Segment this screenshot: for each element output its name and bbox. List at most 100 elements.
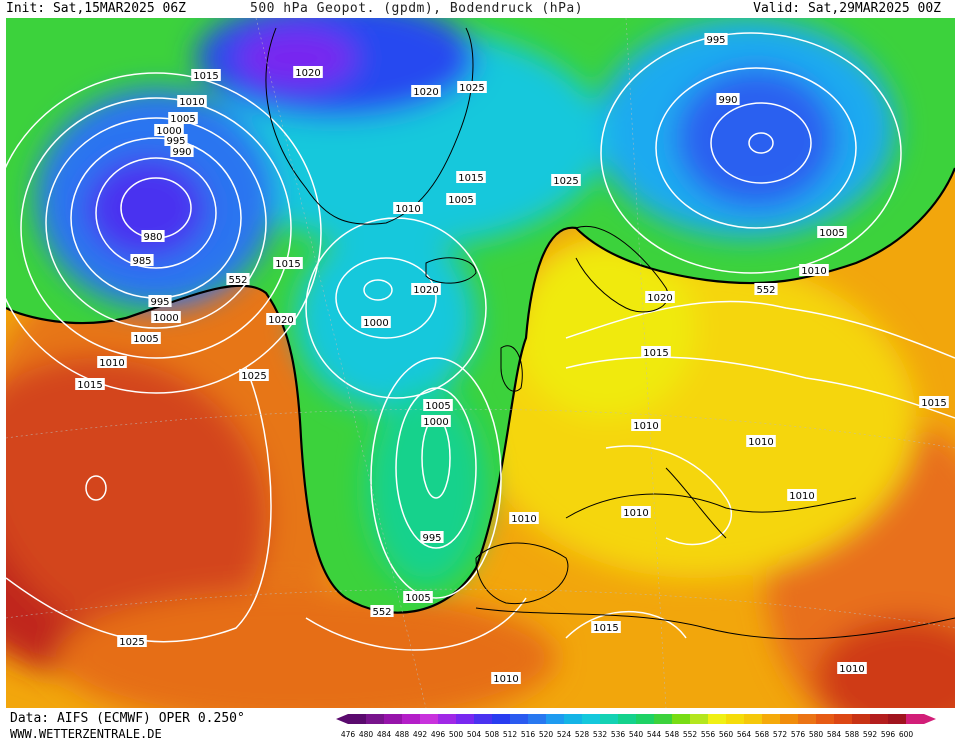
coast-italy: [665, 467, 727, 539]
isobar-label-text: 1020: [413, 87, 438, 98]
color-legend: 476 480 484 488 492 496 500 504 508 512 516 520 524 5…: [336, 714, 936, 739]
isobar-label: 1020: [266, 313, 296, 326]
isobar-label: 552: [370, 605, 394, 618]
isobar-label-text: 552: [372, 607, 391, 618]
coast-greenland: [265, 27, 474, 225]
field-sw-orange: [6, 248, 376, 648]
coast-iceland: [425, 257, 477, 284]
isobar-label-text: 1010: [99, 358, 124, 369]
isobar-label: 1025: [551, 174, 581, 187]
isobar-label-text: 980: [143, 232, 162, 243]
isobar-label-text: 1005: [133, 334, 158, 345]
legend-swatch: [384, 714, 402, 724]
isobar-label: 1015: [591, 621, 621, 634]
legend-swatch: [762, 714, 780, 724]
isobar-label-text: 1000: [423, 417, 448, 428]
isobar-label-text: 1010: [511, 514, 536, 525]
data-source: Data: AIFS (ECMWF) OPER 0.250°: [10, 711, 245, 726]
isobar-high-sw: [85, 475, 107, 501]
legend-swatch: [798, 714, 816, 724]
isobar-low-ne-1: [748, 132, 774, 154]
legend-tick-label: 548: [665, 730, 680, 739]
isobar-1015-e: [565, 356, 955, 419]
legend-swatch: [528, 714, 546, 724]
isobar-label: 1005: [131, 332, 161, 345]
isobar-label: 1020: [411, 283, 441, 296]
isobar-label-text: 1005: [170, 114, 195, 125]
legend-tick-label: 536: [611, 730, 626, 739]
isobar-label-text: 1015: [77, 380, 102, 391]
isobar-label: 1005: [817, 226, 847, 239]
legend-tick-label: 504: [467, 730, 482, 739]
legend-tick-label: 484: [377, 730, 392, 739]
legend-swatch: [726, 714, 744, 724]
isobar-label-text: 995: [422, 533, 441, 544]
isobar-label: 1015: [75, 378, 105, 391]
isobar-label: 1025: [457, 81, 487, 94]
isobar-label-text: 1015: [921, 398, 946, 409]
isobar-low-ne-2: [710, 102, 812, 184]
legend-tick-label: 532: [593, 730, 608, 739]
graticule-2: [6, 588, 955, 629]
isobar-label-text: 1005: [448, 195, 473, 206]
isobar-label-text: 1010: [748, 437, 773, 448]
isobar-label: 1015: [919, 396, 949, 409]
isobar-label: 1020: [293, 66, 323, 79]
legend-tick-label: 588: [845, 730, 860, 739]
legend-swatch: [834, 714, 852, 724]
isobar-label: 1005: [446, 193, 476, 206]
isobar-label: 1010: [837, 662, 867, 675]
isobar-label-text: 1020: [268, 315, 293, 326]
legend-tick-label: 544: [647, 730, 662, 739]
coast-scandinavia: [575, 226, 669, 313]
isobar-1015-south: [565, 610, 687, 639]
legend-swatch: [852, 714, 870, 724]
legend-swatch: [366, 714, 384, 724]
isobar-label: 552: [226, 273, 250, 286]
legend-swatch: [582, 714, 600, 724]
isobar-label: 995: [420, 531, 444, 544]
isobar-1025-w: [6, 367, 272, 643]
isobar-label-text: 1010: [395, 204, 420, 215]
isobar-label-text: 1015: [458, 173, 483, 184]
isobar-label: 1015: [456, 171, 486, 184]
isobar-low-w-2: [95, 157, 217, 269]
isobar-label: 1010: [97, 356, 127, 369]
graticule-4: [625, 18, 667, 708]
legend-tick-label: 520: [539, 730, 554, 739]
coast-iberia: [475, 542, 569, 605]
isobar-label: 1020: [645, 291, 675, 304]
legend-swatch: [546, 714, 564, 724]
isobar-label: 1010: [621, 506, 651, 519]
isobar-label: 1010: [631, 419, 661, 432]
isobar-label: 980: [141, 230, 165, 243]
legend-swatch: [636, 714, 654, 724]
isobar-label-text: 985: [132, 256, 151, 267]
isobar-label-text: 990: [172, 147, 191, 158]
isobar-low-s-3: [370, 357, 502, 599]
coast-britain: [500, 345, 523, 392]
isobar-label-text: 1010: [493, 674, 518, 685]
isobar-label: 1010: [393, 202, 423, 215]
isobar-label: 995: [148, 295, 172, 308]
legend-swatch: [600, 714, 618, 724]
legend-tick-label: 560: [719, 730, 734, 739]
isobar-label-text: 995: [150, 297, 169, 308]
legend-swatch: [618, 714, 636, 724]
isobar-label-text: 1010: [789, 491, 814, 502]
legend-tick-label: 552: [683, 730, 698, 739]
legend-tick-label: 592: [863, 730, 878, 739]
legend-swatch: [564, 714, 582, 724]
isobar-label-text: 1010: [839, 664, 864, 675]
site-credit: WWW.WETTERZENTRALE.DE: [10, 727, 162, 741]
legend-swatch: [744, 714, 762, 724]
isobar-label: 1005: [403, 591, 433, 604]
isobar-label-text: 1020: [413, 285, 438, 296]
legend-tick-label: 600: [899, 730, 914, 739]
isobar-label-text: 1025: [119, 637, 144, 648]
legend-swatch: [888, 714, 906, 724]
legend-tick-label: 564: [737, 730, 752, 739]
isobar-label: 1025: [239, 369, 269, 382]
legend-tick-label: 576: [791, 730, 806, 739]
